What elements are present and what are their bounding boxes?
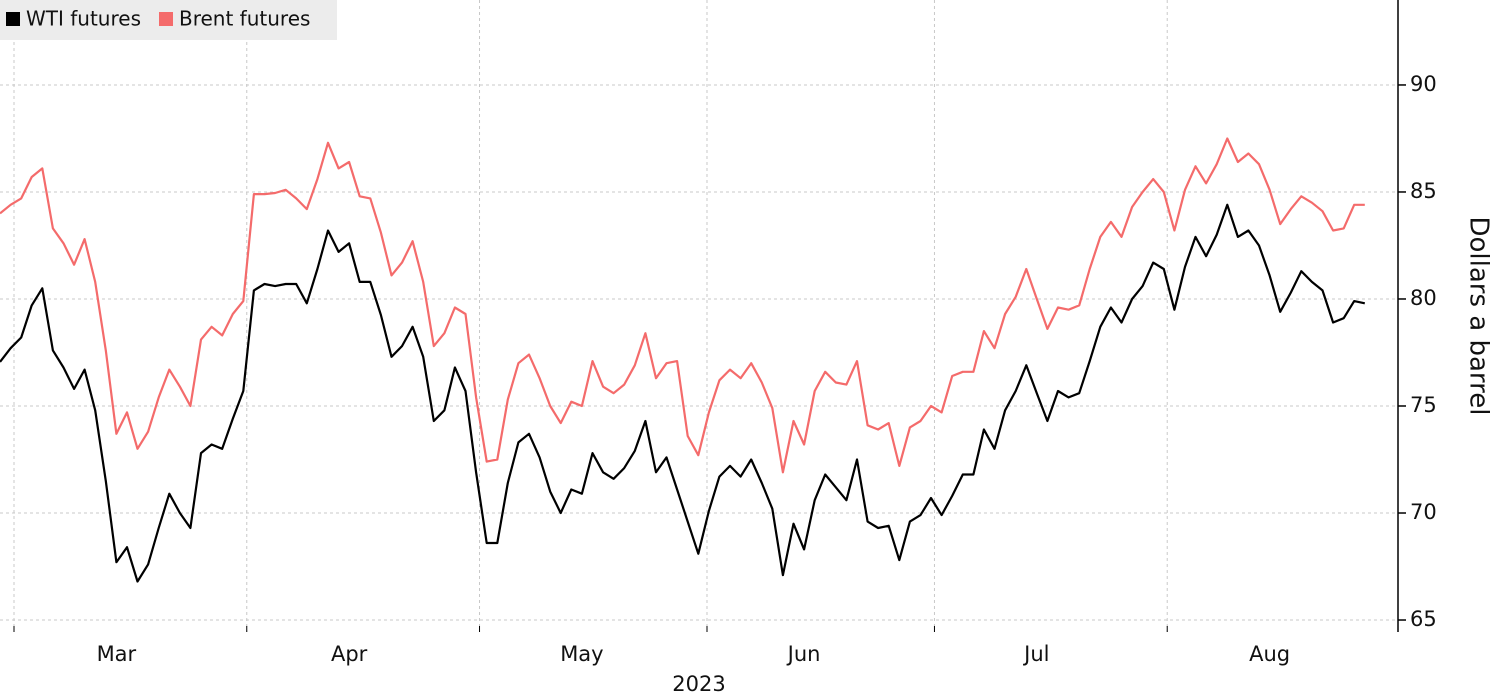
series-line <box>0 203 1366 583</box>
x-tick-label: Mar <box>97 642 137 666</box>
legend-label: Brent futures <box>179 7 310 31</box>
x-tick-label: Jul <box>1022 642 1049 666</box>
y-tick-label: 75 <box>1410 393 1437 417</box>
x-tick-label: Aug <box>1249 642 1290 666</box>
legend-label: WTI futures <box>26 7 141 31</box>
y-tick-label: 65 <box>1410 607 1437 631</box>
legend-swatch <box>6 12 20 26</box>
y-tick-label: 90 <box>1410 72 1437 96</box>
y-axis-title: Dollars a barrel <box>1464 216 1494 415</box>
y-tick-label: 70 <box>1410 500 1437 524</box>
y-tick-label: 85 <box>1410 179 1437 203</box>
x-tick-label: Jun <box>786 642 821 666</box>
x-tick-label: Apr <box>331 642 368 666</box>
series-line <box>0 137 1365 474</box>
x-axis-title: 2023 <box>672 672 725 696</box>
plot-area <box>0 0 1398 632</box>
x-tick-label: May <box>560 642 603 666</box>
legend-swatch <box>159 12 173 26</box>
y-tick-label: 80 <box>1410 286 1437 310</box>
